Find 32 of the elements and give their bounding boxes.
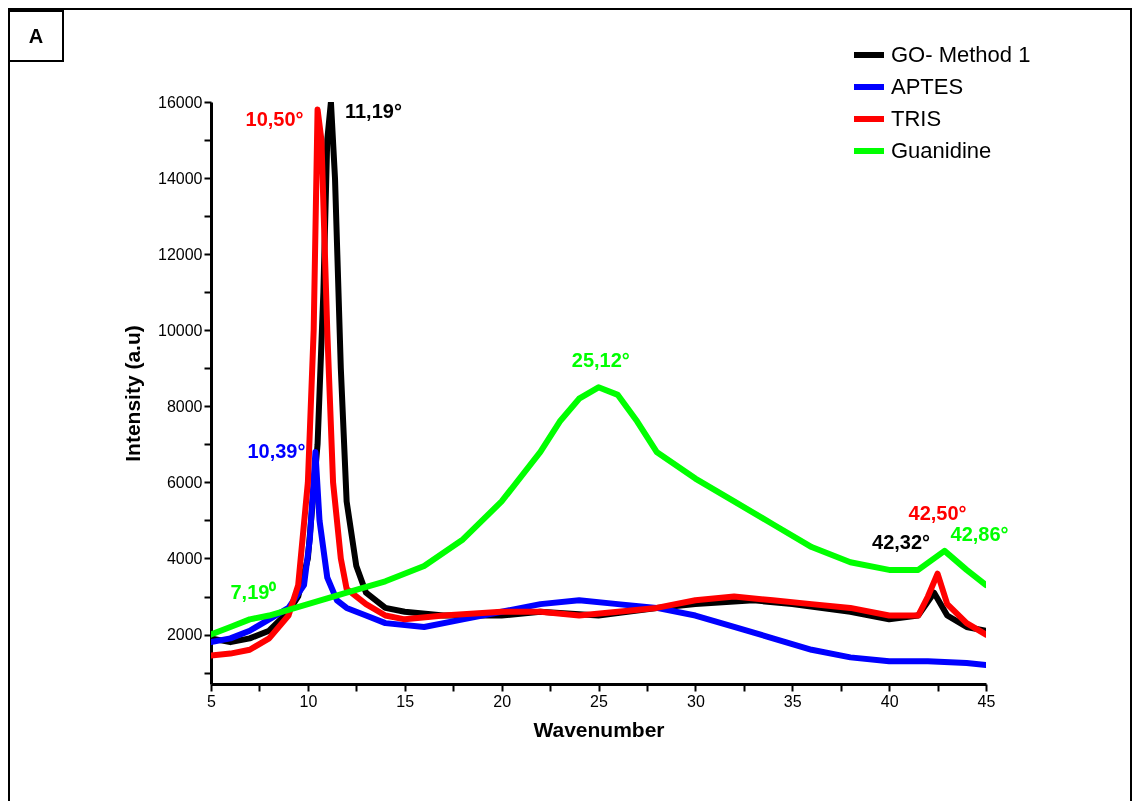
x-tick-label: 15: [396, 692, 415, 710]
legend-label: TRIS: [891, 106, 942, 131]
legend-label: APTES: [891, 74, 964, 99]
annotation: 42,32°: [872, 530, 931, 553]
x-tick-label: 10: [299, 692, 318, 710]
y-tick-label: 2000: [166, 626, 203, 644]
y-axis-title: Intensity (a.u): [121, 325, 145, 462]
y-tick-label: 6000: [166, 473, 203, 491]
text: A: [8, 10, 64, 62]
annotation: 7,19⁰: [230, 581, 277, 604]
y-tick-label: 10000: [158, 321, 203, 339]
y-tick-label: 14000: [158, 169, 203, 187]
annotation: 42,50°: [908, 501, 967, 524]
x-tick-label: 20: [493, 692, 512, 710]
y-tick-label: 12000: [158, 245, 203, 263]
x-tick-label: 30: [686, 692, 705, 710]
annotation: 10,39°: [247, 439, 306, 462]
x-tick-label: 5: [207, 692, 217, 710]
annotation: 10,50°: [245, 107, 304, 130]
annotation: 25,12°: [571, 349, 630, 372]
x-tick-label: 35: [783, 692, 802, 710]
x-tick-label: 45: [977, 692, 996, 710]
x-tick-label: 40: [880, 692, 899, 710]
annotation: 11,19°: [344, 100, 402, 122]
y-tick-label: 8000: [166, 397, 203, 415]
legend-label: GO- Method 1: [891, 42, 1031, 67]
annotation: 42,86°: [950, 522, 1009, 545]
x-axis-title: Wavenumber: [533, 717, 665, 741]
x-tick-label: 25: [590, 692, 608, 710]
legend-label: Guanidine: [891, 138, 992, 163]
y-tick-label: 16000: [158, 93, 203, 111]
y-tick-label: 4000: [166, 549, 203, 567]
